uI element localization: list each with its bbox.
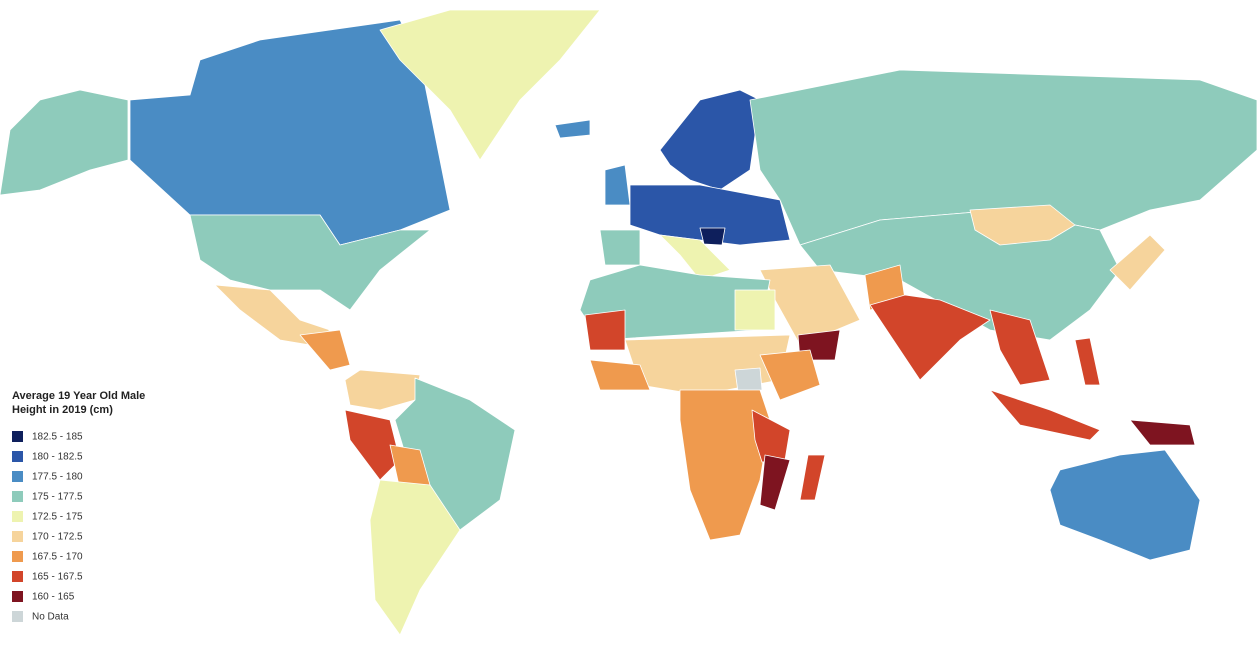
- papua: [1129, 419, 1196, 446]
- philippines: [1074, 337, 1101, 386]
- mozambique: [759, 454, 791, 511]
- central-america: [299, 329, 351, 371]
- legend-swatch: [12, 611, 23, 622]
- ethiopia: [759, 349, 821, 401]
- alaska: [0, 89, 129, 196]
- legend-label: 165 - 167.5: [32, 572, 83, 583]
- usa: [189, 214, 431, 311]
- legend-label: 182.5 - 185: [32, 432, 83, 443]
- legend-swatch: [12, 451, 23, 462]
- peru: [344, 409, 401, 481]
- legend-swatch: [12, 591, 23, 602]
- iberia: [599, 229, 641, 266]
- balkans-north: [699, 227, 726, 246]
- legend: Average 19 Year Old Male Height in 2019 …: [12, 390, 145, 623]
- southern-cone: [369, 479, 461, 636]
- legend-title: Height in 2019 (cm): [12, 404, 113, 416]
- egypt: [734, 289, 776, 331]
- indochina: [989, 309, 1051, 386]
- italy-balkans: [659, 234, 731, 281]
- central-south-africa: [679, 389, 771, 541]
- legend-swatch: [12, 431, 23, 442]
- south-sudan: [734, 367, 763, 393]
- legend-title: Average 19 Year Old Male: [12, 390, 145, 402]
- legend-label: 167.5 - 170: [32, 552, 83, 563]
- central-europe: [629, 184, 791, 246]
- legend-swatch: [12, 551, 23, 562]
- countries: [0, 9, 1257, 636]
- madagascar: [799, 454, 826, 501]
- australia: [1049, 449, 1201, 561]
- indonesia: [989, 389, 1101, 441]
- legend-label: No Data: [32, 612, 69, 623]
- legend-label: 170 - 172.5: [32, 532, 83, 543]
- legend-label: 175 - 177.5: [32, 492, 83, 503]
- legend-swatch: [12, 491, 23, 502]
- legend-label: 177.5 - 180: [32, 472, 83, 483]
- india: [869, 294, 991, 381]
- legend-swatch: [12, 471, 23, 482]
- greenland: [379, 9, 601, 161]
- scandinavia: [659, 89, 761, 191]
- japan: [1109, 234, 1166, 291]
- legend-label: 160 - 165: [32, 592, 75, 603]
- mauritania: [584, 309, 626, 351]
- russia: [749, 69, 1257, 246]
- legend-swatch: [12, 571, 23, 582]
- legend-swatch: [12, 531, 23, 542]
- iceland: [554, 119, 591, 139]
- west-africa: [589, 359, 651, 391]
- legend-swatch: [12, 511, 23, 522]
- mongolia: [969, 204, 1076, 246]
- legend-label: 172.5 - 175: [32, 512, 83, 523]
- legend-label: 180 - 182.5: [32, 452, 83, 463]
